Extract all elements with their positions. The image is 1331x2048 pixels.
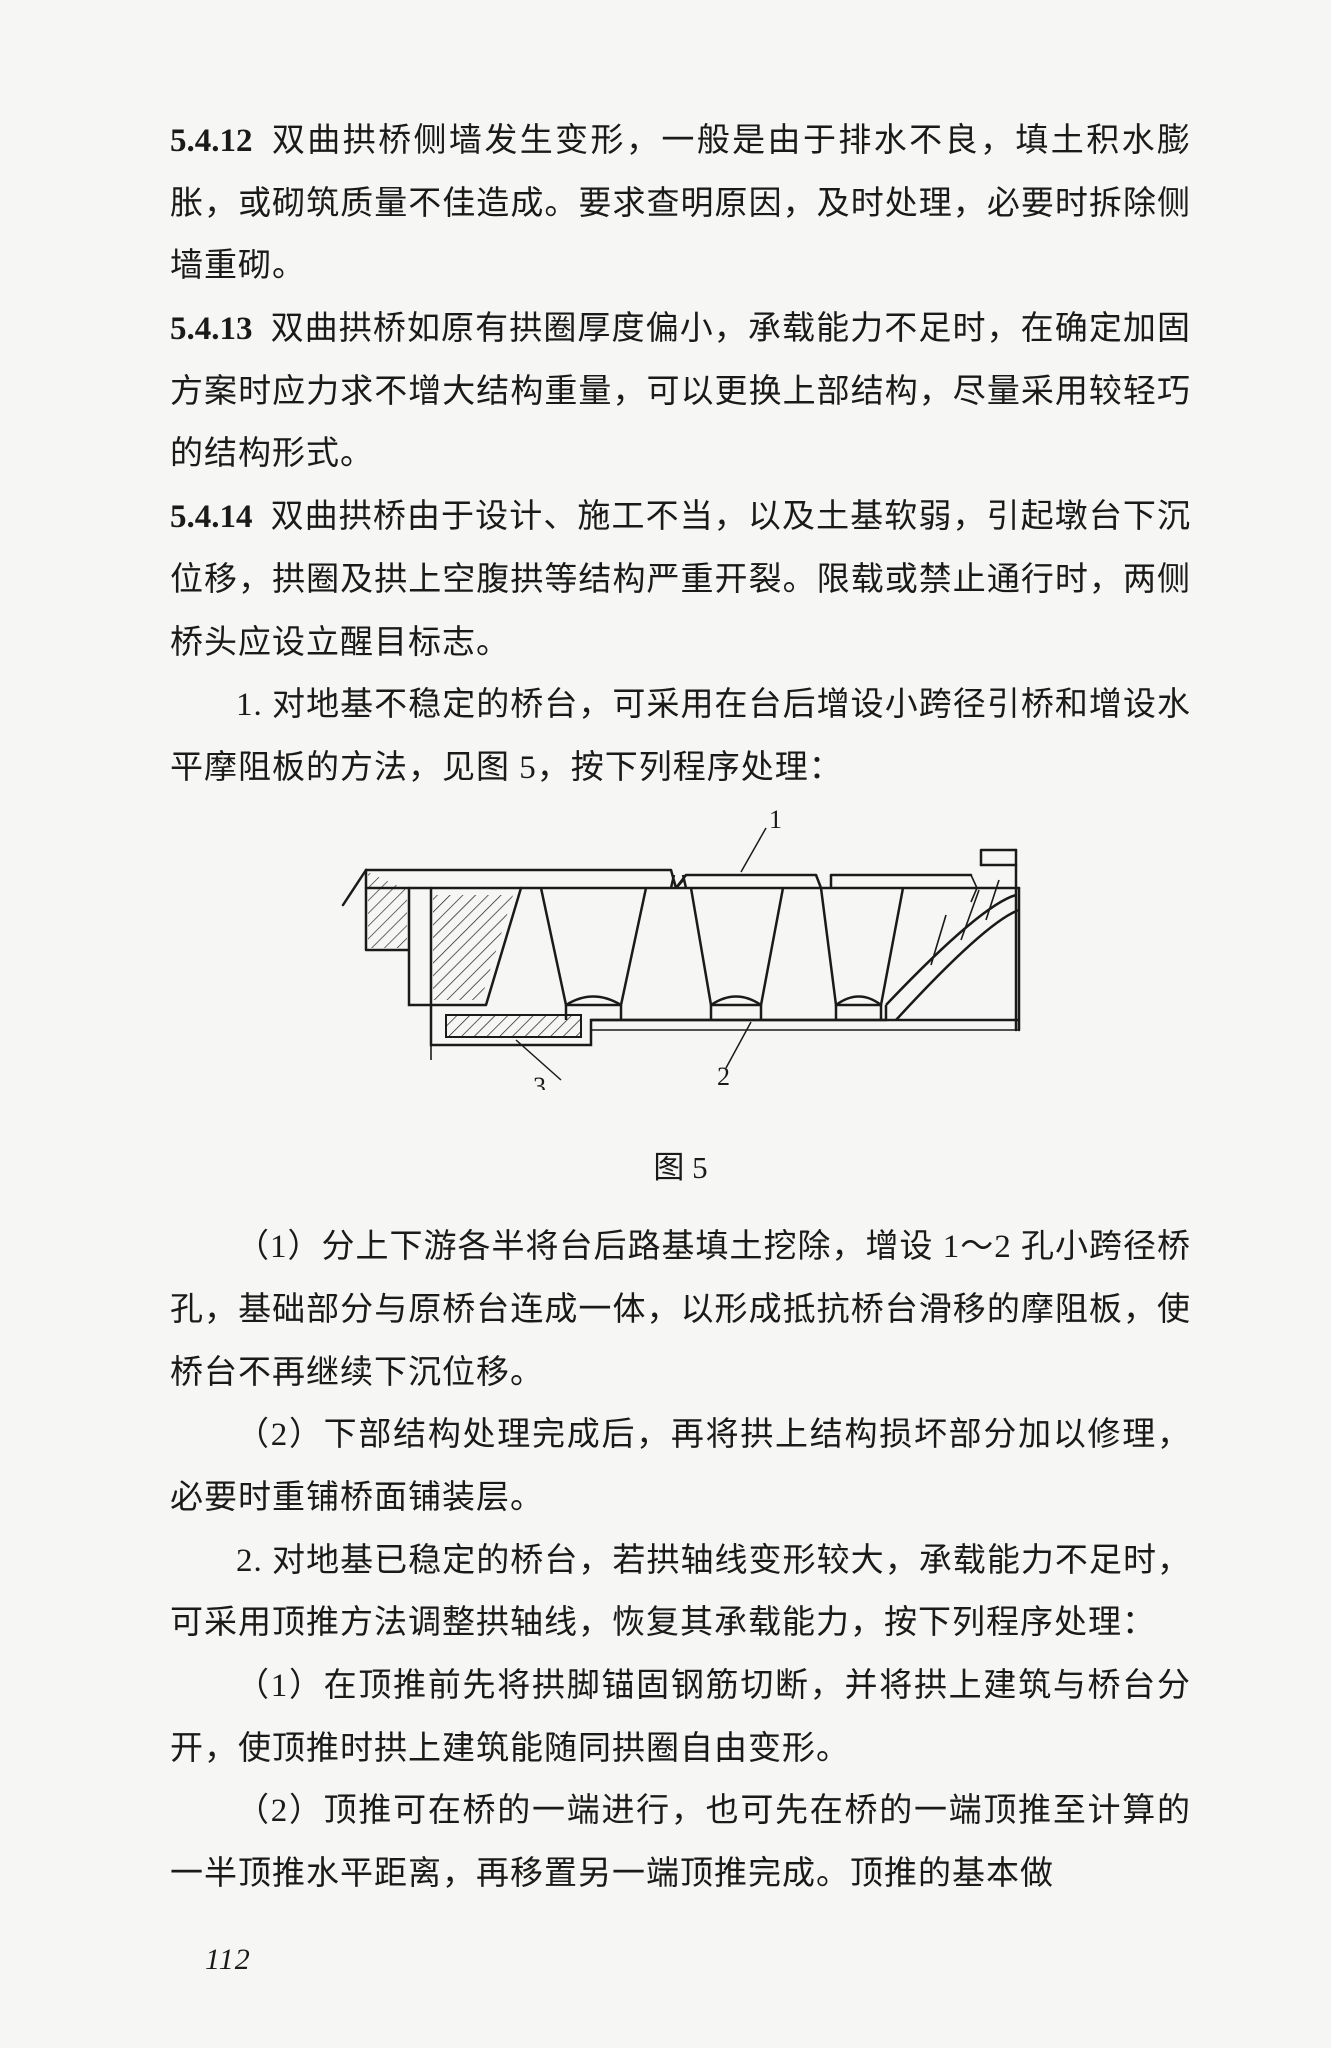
page-number: 112	[205, 1931, 251, 1988]
step-1-1: （1）分上下游各半将台后路基填土挖除，增设 1～2 孔小跨径桥孔，基础部分与原桥…	[170, 1216, 1191, 1404]
section-5-4-13: 5.4.13双曲拱桥如原有拱圈厚度偏小，承载能力不足时，在确定加固方案时应力求不…	[170, 298, 1191, 486]
section-number: 5.4.12	[170, 123, 253, 159]
figure-caption: 图 5	[170, 1139, 1191, 1198]
step-2-2: （2）顶推可在桥的一端进行，也可先在桥的一端顶推至计算的一半顶推水平距离，再移置…	[170, 1780, 1191, 1905]
section-number: 5.4.13	[170, 311, 253, 347]
page: 5.4.12双曲拱桥侧墙发生变形，一般是由于排水不良，填土积水膨胀，或砌筑质量不…	[0, 0, 1331, 2048]
step-1-2: （2）下部结构处理完成后，再将拱上结构损坏部分加以修理，必要时重铺桥面铺装层。	[170, 1404, 1191, 1529]
step-2-1: （1）在顶推前先将拱脚锚固钢筋切断，并将拱上建筑与桥台分开，使顶推时拱上建筑能随…	[170, 1655, 1191, 1780]
section-5-4-12: 5.4.12双曲拱桥侧墙发生变形，一般是由于排水不良，填土积水膨胀，或砌筑质量不…	[170, 110, 1191, 298]
section-text: 双曲拱桥如原有拱圈厚度偏小，承载能力不足时，在确定加固方案时应力求不增大结构重量…	[170, 311, 1191, 472]
figure-5: 1 2 3 图 5	[170, 810, 1191, 1199]
figure-label-2: 2	[717, 1062, 730, 1090]
figure-label-1: 1	[769, 810, 782, 834]
section-text: 双曲拱桥由于设计、施工不当，以及土基软弱，引起墩台下沉位移，拱圈及拱上空腹拱等结…	[170, 499, 1191, 660]
section-text: 双曲拱桥侧墙发生变形，一般是由于排水不良，填土积水膨胀，或砌筑质量不佳造成。要求…	[170, 123, 1191, 284]
section-5-4-14: 5.4.14双曲拱桥由于设计、施工不当，以及土基软弱，引起墩台下沉位移，拱圈及拱…	[170, 486, 1191, 674]
bridge-diagram: 1 2 3	[331, 810, 1031, 1090]
section-number: 5.4.14	[170, 499, 253, 535]
list-item-2: 2. 对地基已稳定的桥台，若拱轴线变形较大，承载能力不足时，可采用顶推方法调整拱…	[170, 1530, 1191, 1655]
list-item-1: 1. 对地基不稳定的桥台，可采用在台后增设小跨径引桥和增设水平摩阻板的方法，见图…	[170, 674, 1191, 799]
figure-label-3: 3	[533, 1072, 546, 1090]
